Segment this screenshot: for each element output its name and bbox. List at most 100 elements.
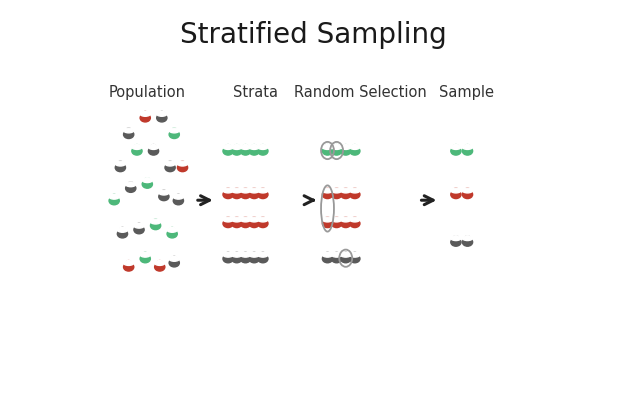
Ellipse shape bbox=[258, 191, 268, 198]
Ellipse shape bbox=[258, 188, 268, 193]
Ellipse shape bbox=[148, 147, 158, 155]
Circle shape bbox=[343, 188, 349, 194]
Circle shape bbox=[234, 217, 240, 223]
Ellipse shape bbox=[332, 252, 342, 257]
Ellipse shape bbox=[240, 145, 250, 149]
Ellipse shape bbox=[150, 219, 161, 224]
Ellipse shape bbox=[109, 197, 120, 205]
Ellipse shape bbox=[150, 221, 161, 230]
Ellipse shape bbox=[240, 188, 250, 193]
Ellipse shape bbox=[232, 217, 242, 222]
Ellipse shape bbox=[451, 147, 461, 155]
Circle shape bbox=[175, 194, 182, 200]
Circle shape bbox=[242, 188, 249, 194]
Ellipse shape bbox=[140, 252, 150, 257]
Ellipse shape bbox=[169, 131, 180, 138]
Circle shape bbox=[145, 178, 150, 183]
Ellipse shape bbox=[322, 255, 332, 263]
Ellipse shape bbox=[140, 114, 150, 122]
Ellipse shape bbox=[341, 255, 351, 263]
Circle shape bbox=[142, 252, 148, 258]
Text: Sample: Sample bbox=[439, 85, 494, 100]
Ellipse shape bbox=[341, 252, 351, 257]
Ellipse shape bbox=[341, 147, 351, 155]
Ellipse shape bbox=[341, 219, 351, 228]
Circle shape bbox=[242, 252, 249, 258]
Circle shape bbox=[352, 188, 358, 194]
Circle shape bbox=[234, 188, 240, 194]
Circle shape bbox=[167, 161, 173, 167]
Ellipse shape bbox=[117, 227, 128, 232]
Circle shape bbox=[142, 111, 148, 117]
Text: Random Selection: Random Selection bbox=[294, 85, 427, 100]
Circle shape bbox=[464, 145, 471, 151]
Ellipse shape bbox=[232, 145, 242, 149]
Ellipse shape bbox=[322, 145, 332, 149]
Circle shape bbox=[260, 145, 266, 151]
Ellipse shape bbox=[148, 145, 158, 149]
Circle shape bbox=[159, 111, 165, 117]
Circle shape bbox=[334, 145, 339, 151]
Circle shape bbox=[324, 145, 331, 151]
Circle shape bbox=[352, 217, 358, 223]
Ellipse shape bbox=[155, 263, 165, 271]
Circle shape bbox=[225, 252, 231, 258]
Circle shape bbox=[151, 145, 156, 151]
Circle shape bbox=[134, 145, 140, 151]
Circle shape bbox=[128, 182, 134, 188]
Circle shape bbox=[161, 190, 167, 196]
Ellipse shape bbox=[249, 252, 259, 257]
Ellipse shape bbox=[249, 191, 259, 198]
Circle shape bbox=[324, 188, 331, 194]
Ellipse shape bbox=[332, 217, 342, 222]
Circle shape bbox=[453, 145, 459, 151]
Ellipse shape bbox=[232, 219, 242, 228]
Ellipse shape bbox=[350, 188, 360, 193]
Ellipse shape bbox=[123, 128, 134, 133]
Ellipse shape bbox=[232, 188, 242, 193]
Ellipse shape bbox=[165, 161, 175, 166]
Circle shape bbox=[153, 219, 158, 225]
Ellipse shape bbox=[140, 255, 150, 263]
Ellipse shape bbox=[463, 147, 473, 155]
Ellipse shape bbox=[126, 184, 136, 192]
Ellipse shape bbox=[341, 191, 351, 198]
Ellipse shape bbox=[258, 219, 268, 228]
Ellipse shape bbox=[258, 147, 268, 155]
Ellipse shape bbox=[451, 236, 461, 241]
Ellipse shape bbox=[173, 197, 183, 205]
Ellipse shape bbox=[240, 252, 250, 257]
Text: Stratified Sampling: Stratified Sampling bbox=[180, 20, 446, 48]
Circle shape bbox=[120, 227, 125, 234]
Circle shape bbox=[251, 145, 257, 151]
Ellipse shape bbox=[322, 217, 332, 222]
Circle shape bbox=[251, 252, 257, 258]
Circle shape bbox=[225, 145, 231, 151]
Ellipse shape bbox=[223, 188, 233, 193]
Circle shape bbox=[169, 227, 175, 234]
Ellipse shape bbox=[159, 190, 169, 195]
Circle shape bbox=[234, 252, 240, 258]
Ellipse shape bbox=[165, 163, 175, 172]
Ellipse shape bbox=[232, 191, 242, 198]
Ellipse shape bbox=[142, 180, 152, 188]
Ellipse shape bbox=[109, 194, 120, 199]
Ellipse shape bbox=[463, 145, 473, 149]
Circle shape bbox=[260, 217, 266, 223]
Ellipse shape bbox=[341, 145, 351, 149]
Ellipse shape bbox=[322, 252, 332, 257]
Ellipse shape bbox=[169, 259, 180, 267]
Circle shape bbox=[260, 252, 266, 258]
Ellipse shape bbox=[156, 111, 167, 116]
Ellipse shape bbox=[341, 188, 351, 193]
Circle shape bbox=[111, 194, 117, 200]
Ellipse shape bbox=[332, 255, 342, 263]
Ellipse shape bbox=[115, 161, 125, 166]
Ellipse shape bbox=[249, 188, 259, 193]
Ellipse shape bbox=[240, 219, 250, 228]
Ellipse shape bbox=[350, 147, 360, 155]
Ellipse shape bbox=[322, 219, 332, 228]
Circle shape bbox=[126, 128, 131, 134]
Ellipse shape bbox=[249, 147, 259, 155]
Circle shape bbox=[172, 256, 177, 262]
